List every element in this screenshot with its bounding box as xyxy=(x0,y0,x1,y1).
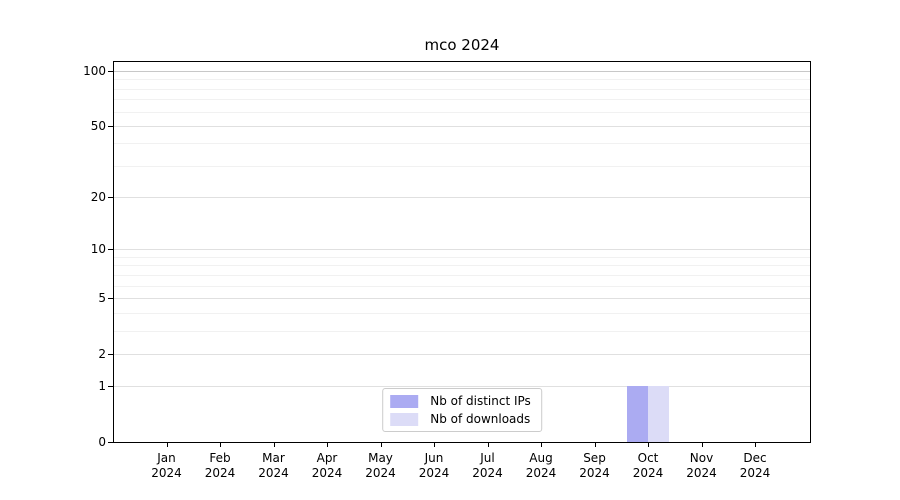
y-gridline-major xyxy=(114,297,810,299)
y-gridline-minor xyxy=(114,165,810,167)
y-tick xyxy=(108,71,113,72)
y-tick-label: 20 xyxy=(90,190,106,205)
legend: Nb of distinct IPs Nb of downloads xyxy=(382,388,542,432)
x-tick-label: Mar 2024 xyxy=(258,451,289,480)
y-gridline-major xyxy=(114,249,810,251)
x-tick xyxy=(273,443,275,447)
y-tick-label: 10 xyxy=(90,242,106,257)
y-gridline-minor xyxy=(114,79,810,81)
x-tick-label: Aug 2024 xyxy=(525,451,557,480)
x-tick-label: Oct 2024 xyxy=(632,451,664,480)
y-gridline-minor xyxy=(114,143,810,145)
x-tick-label: Sep 2024 xyxy=(579,451,610,480)
y-gridline-major xyxy=(114,125,810,127)
x-tick xyxy=(220,443,221,447)
y-tick xyxy=(108,197,113,199)
y-tick xyxy=(108,386,113,388)
y-gridline-minor xyxy=(114,111,810,113)
legend-label-downloads: Nb of downloads xyxy=(430,412,531,426)
y-gridline-minor xyxy=(114,285,810,287)
y-tick xyxy=(108,442,113,443)
y-gridline-major xyxy=(114,71,810,72)
y-tick-label: 1 xyxy=(98,379,106,394)
x-tick-label: Feb 2024 xyxy=(204,451,236,480)
y-gridline-minor xyxy=(114,88,810,90)
legend-entry-downloads: Nb of downloads xyxy=(390,412,531,426)
x-tick xyxy=(166,443,168,447)
x-tick-label: Jun 2024 xyxy=(418,451,450,480)
x-tick-label: Nov 2024 xyxy=(686,451,717,480)
y-tick xyxy=(108,249,113,251)
x-tick xyxy=(380,443,382,447)
y-tick-label: 50 xyxy=(90,118,106,133)
legend-label-distinct-ips: Nb of distinct IPs xyxy=(430,394,531,408)
x-tick xyxy=(487,443,489,447)
y-tick-label: 0 xyxy=(98,435,106,449)
y-tick xyxy=(108,353,113,355)
x-tick xyxy=(541,443,542,447)
y-tick-label: 5 xyxy=(98,290,106,305)
y-gridline-minor xyxy=(114,256,810,258)
y-tick xyxy=(108,297,113,299)
x-tick-label: Dec 2024 xyxy=(739,451,771,480)
x-tick xyxy=(594,443,596,447)
x-tick-label: Jul 2024 xyxy=(472,451,503,480)
y-gridline-minor xyxy=(114,265,810,267)
legend-swatch-downloads xyxy=(390,412,419,426)
legend-swatch-distinct-ips xyxy=(390,394,419,408)
y-tick-label: 2 xyxy=(98,346,106,361)
y-gridline-major xyxy=(114,353,810,355)
x-tick xyxy=(755,443,756,447)
y-tick xyxy=(108,125,113,127)
x-tick xyxy=(327,443,328,447)
x-tick-label: Apr 2024 xyxy=(311,451,343,480)
x-tick xyxy=(701,443,703,447)
y-gridline-major xyxy=(114,386,810,388)
y-gridline-minor xyxy=(114,330,810,332)
x-tick xyxy=(648,443,649,447)
y-tick-label: 100 xyxy=(83,64,106,78)
plot-area: Nb of distinct IPs Nb of downloads xyxy=(113,61,811,443)
x-tick-label: May 2024 xyxy=(365,451,396,480)
y-gridline-minor xyxy=(114,99,810,101)
x-tick xyxy=(434,443,435,447)
legend-entry-distinct-ips: Nb of distinct IPs xyxy=(390,394,531,408)
chart-title: mco 2024 xyxy=(424,36,500,54)
bar-downloads xyxy=(648,386,669,442)
x-tick-label: Jan 2024 xyxy=(151,451,182,480)
y-gridline-minor xyxy=(114,274,810,276)
y-gridline-major xyxy=(114,197,810,199)
bar-distinct-ips xyxy=(627,386,648,442)
y-gridline-minor xyxy=(114,312,810,314)
